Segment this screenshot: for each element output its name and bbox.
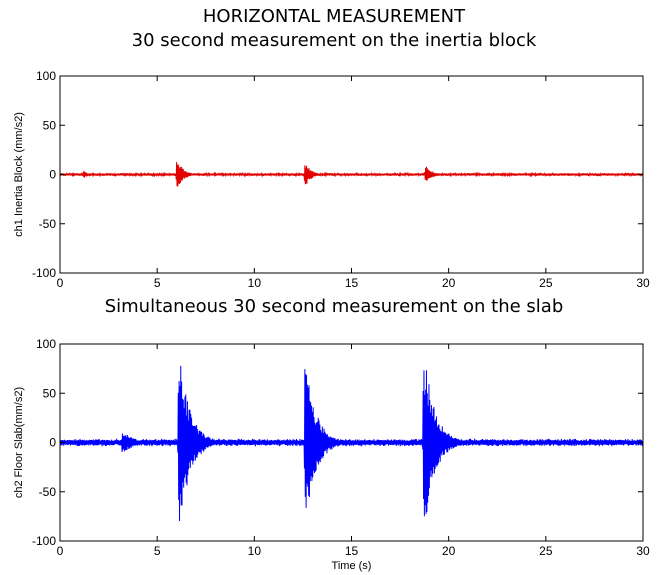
x-tick-label: 10 [248,276,262,290]
chart-1: 0 5 10 15 20 25 30 100 50 0 -50 -100 ch1 Inertia Blo… [13,69,650,290]
y-tick-label: -50 [39,485,57,499]
x-tick-label: 15 [345,276,359,290]
chart-2: 0 5 10 15 20 25 30 100 50 0 -50 -100 ch2 Floor Slab(… [13,337,650,572]
y-tick-label: -100 [32,534,56,548]
x-tick-label: 20 [442,544,456,558]
y-tick-label: 100 [36,337,56,351]
x-axis-label: Time (s) [332,560,372,572]
x-tick-label: 10 [248,544,262,558]
x-tick-label: 20 [442,276,456,290]
y-axis-label: ch2 Floor Slab(mm/s2) [13,387,25,498]
x-tick-label: 5 [154,544,161,558]
y-tick-label: 100 [36,69,56,83]
x-tick-label: 25 [539,276,553,290]
y-tick-label: 0 [49,168,56,182]
y-tick-label: -100 [32,266,56,280]
x-tick-label: 25 [539,544,553,558]
y-tick-label: 50 [43,386,57,400]
y-axis-label: ch1 Inertia Block (mm/s2) [13,112,25,237]
x-tick-label: 15 [345,544,359,558]
chart2-title: Simultaneous 30 second measurement on th… [104,296,564,317]
x-tick-label: 0 [57,276,64,290]
series-line-1-1 [59,161,644,187]
chart1-title: 30 second measurement on the inertia blo… [131,30,537,51]
main-title: HORIZONTAL MEASUREMENT [202,6,466,27]
series-line-2-1 [59,365,644,522]
y-tick-label: 50 [43,118,57,132]
y-tick-label: 0 [49,436,56,450]
x-tick-label: 30 [636,276,650,290]
y-tick-label: -50 [39,217,57,231]
x-tick-label: 30 [636,544,650,558]
x-tick-label: 5 [154,276,161,290]
x-tick-label: 0 [57,544,64,558]
